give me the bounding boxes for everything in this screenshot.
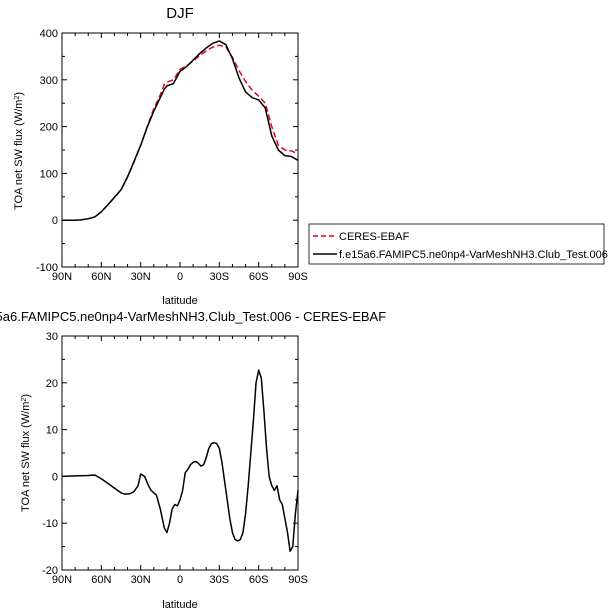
series-line-0	[62, 44, 299, 221]
series-group	[61, 369, 299, 553]
y-tick-label: 0	[52, 215, 58, 227]
y-tick-label: 0	[52, 471, 58, 483]
y-tick-label: -20	[42, 565, 58, 577]
chart-difference: f.e15a6.FAMIPC5.ne0np4-VarMeshNH3.Club_T…	[0, 309, 386, 611]
legend-entry-ceres: CERES-EBAF	[339, 231, 410, 243]
chart-djf: DJF 90N 60N 30N 0 30S 60S 90S -100 0 100 200 300 40…	[13, 5, 608, 307]
legend-box	[308, 223, 605, 265]
x-axis-ticks: 90N 60N 30N 0 30S 60S 90S	[52, 336, 308, 586]
x-axis-label: latitude	[162, 599, 197, 611]
plot-border	[61, 32, 299, 268]
y-axis-ticks: -100 0 100 200 300 400	[36, 28, 298, 274]
series-group	[62, 40, 299, 221]
y-axis-label: TOA net SW flux (W/m2)	[20, 394, 32, 512]
axes-frame	[61, 335, 299, 571]
x-tick-label: 30S	[210, 574, 230, 586]
x-tick-label: 0	[177, 574, 183, 586]
series-line-0	[61, 369, 299, 553]
y-axis-ticks: -20 -10 0 10 20 30	[42, 331, 298, 577]
legend-entry-model: f.e15a6.FAMIPC5.ne0np4-VarMeshNH3.Club_T…	[339, 249, 608, 261]
y-tick-label: 400	[40, 28, 58, 40]
x-tick-label: 30S	[210, 271, 230, 283]
x-tick-label: 90S	[288, 271, 308, 283]
axes-frame	[61, 32, 299, 268]
y-tick-label: 20	[46, 378, 58, 390]
y-tick-label: -10	[42, 518, 58, 530]
x-tick-label: 0	[177, 271, 183, 283]
legend: CERES-EBAF f.e15a6.FAMIPC5.ne0np4-VarMes…	[308, 223, 608, 265]
x-tick-label: 60S	[249, 574, 269, 586]
y-tick-label: 200	[40, 122, 58, 134]
x-tick-label: 90N	[52, 271, 72, 283]
x-tick-label: 90N	[52, 574, 72, 586]
x-axis-ticks: 90N 60N 30N 0 30S 60S 90S	[52, 33, 308, 283]
plot-border	[61, 335, 299, 571]
x-tick-label: 60N	[91, 271, 111, 283]
x-tick-label: 90S	[288, 574, 308, 586]
chart-title: DJF	[166, 5, 194, 22]
series-line-1	[62, 40, 299, 221]
x-tick-label: 60S	[249, 271, 269, 283]
x-tick-label: 60N	[91, 574, 111, 586]
y-tick-label: 30	[46, 331, 58, 343]
x-tick-label: 30N	[131, 271, 151, 283]
y-tick-label: -100	[36, 262, 58, 274]
y-tick-label: 300	[40, 75, 58, 87]
x-axis-label: latitude	[162, 295, 197, 307]
y-axis-label: TOA net SW flux (W/m2)	[13, 92, 25, 210]
x-tick-label: 30N	[131, 574, 151, 586]
chart-title: f.e15a6.FAMIPC5.ne0np4-VarMeshNH3.Club_T…	[0, 309, 386, 324]
y-tick-label: 100	[40, 168, 58, 180]
y-tick-label: 10	[46, 425, 58, 437]
